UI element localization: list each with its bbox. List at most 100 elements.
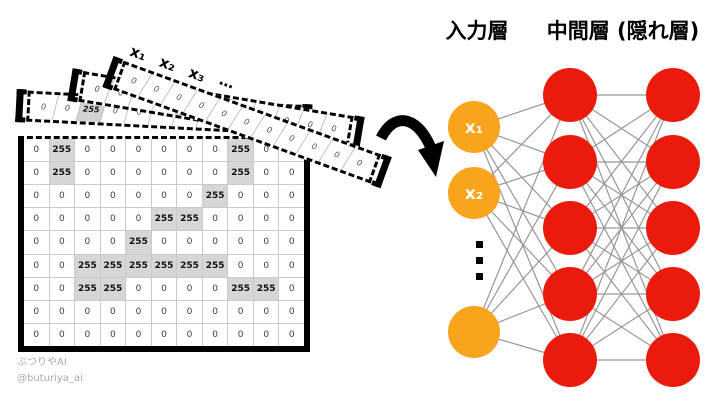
matrix-cell: 0 (279, 185, 304, 208)
input-node (448, 167, 500, 219)
matrix-cell: 255 (177, 208, 202, 231)
matrix-cell: 0 (253, 300, 279, 323)
matrix-cell: 0 (126, 139, 151, 162)
matrix-cell: 0 (24, 185, 49, 208)
matrix-cell: 0 (177, 185, 202, 208)
matrix-cell: 0 (100, 300, 126, 323)
matrix-cell: 0 (24, 208, 49, 231)
matrix-cell: 0 (24, 277, 49, 300)
matrix-cell: 255 (202, 185, 228, 208)
matrix-cell: 0 (24, 162, 49, 185)
matrix-cell: 0 (75, 300, 100, 323)
matrix-cell: 0 (253, 323, 279, 346)
matrix-cell: 0 (75, 185, 100, 208)
matrix-cell: 0 (24, 300, 49, 323)
matrix-cell: 255 (177, 254, 202, 277)
hidden-layer1-node (543, 267, 597, 321)
matrix-cell: 0 (177, 277, 202, 300)
matrix-cell: 0 (151, 162, 177, 185)
matrix-cell: 255 (202, 254, 228, 277)
matrix-cell: 0 (177, 162, 202, 185)
matrix-cell: 255 (100, 254, 126, 277)
matrix-cell: 255 (228, 139, 253, 162)
matrix-cell: 0 (253, 208, 279, 231)
matrix-cell: 0 (75, 139, 100, 162)
matrix-cell: 255 (151, 208, 177, 231)
matrix-cell: 0 (228, 231, 253, 254)
hidden-layer1-node (543, 135, 597, 189)
hidden-layer2-node (646, 68, 700, 122)
matrix-cell: 0 (126, 185, 151, 208)
credit-name: ぶつりやAI (17, 357, 67, 368)
matrix-cell: 255 (253, 277, 279, 300)
matrix-cell: 0 (228, 254, 253, 277)
matrix-cell: 255 (49, 162, 75, 185)
matrix-cell: 0 (228, 323, 253, 346)
hidden-layer2-node (646, 135, 700, 189)
matrix-cell: 0 (253, 231, 279, 254)
vertical-ellipsis-icon (476, 241, 483, 289)
network-edge (569, 94, 674, 295)
matrix-cell: 0 (24, 231, 49, 254)
network-edge (473, 161, 571, 333)
matrix-cell: 0 (151, 139, 177, 162)
matrix-cell: 0 (49, 277, 75, 300)
hidden-layer1-node (543, 201, 597, 255)
matrix-cell: 0 (151, 300, 177, 323)
matrix-cell: 255 (100, 277, 126, 300)
matrix-cell: 0 (253, 185, 279, 208)
matrix-cell: 0 (279, 162, 304, 185)
input-node (448, 101, 500, 153)
matrix-cell: 0 (279, 277, 304, 300)
matrix-cell: 0 (75, 231, 100, 254)
matrix-cell: 0 (202, 139, 228, 162)
matrix-cell: 0 (126, 277, 151, 300)
credit-handle: @buturiya_ai (17, 373, 83, 384)
matrix-cell: 0 (177, 323, 202, 346)
matrix-cell: 0 (279, 231, 304, 254)
matrix-cell: 255 (228, 277, 253, 300)
matrix-cell: 0 (177, 139, 202, 162)
network-edge (473, 192, 571, 361)
matrix-cell: 0 (177, 231, 202, 254)
matrix-cell: 0 (75, 208, 100, 231)
matrix-cell: 0 (253, 162, 279, 185)
flatten-arrow-icon (376, 115, 444, 177)
matrix-cell: 0 (253, 254, 279, 277)
matrix-cell: 0 (279, 254, 304, 277)
network-edge (473, 94, 571, 333)
matrix-cell: 0 (202, 231, 228, 254)
matrix-cell: 0 (151, 185, 177, 208)
matrix-cell: 0 (75, 323, 100, 346)
matrix-cell: 0 (126, 162, 151, 185)
matrix-cell: 0 (151, 277, 177, 300)
open-bracket-icon (15, 89, 27, 123)
pixel-matrix-grid: 0255000000255000255000000255000000000255… (24, 139, 304, 346)
hidden-layer2-node (646, 333, 700, 387)
input-node-label: x₁ (465, 118, 483, 138)
matrix-cell: 0 (100, 162, 126, 185)
hidden-layer2-node (646, 267, 700, 321)
network-edge (569, 94, 674, 361)
matrix-cell: 255 (126, 231, 151, 254)
matrix-cell: 0 (202, 162, 228, 185)
matrix-cell: 0 (151, 323, 177, 346)
credit: ぶつりやAI @buturiya_ai (17, 355, 83, 387)
input-node (448, 306, 500, 358)
hidden-layer2-node (646, 201, 700, 255)
matrix-cell: 255 (49, 139, 75, 162)
matrix-cell: 255 (75, 254, 100, 277)
matrix-cell: 255 (126, 254, 151, 277)
matrix-cell: 0 (228, 208, 253, 231)
matrix-cell: 0 (279, 323, 304, 346)
matrix-cell: 0 (202, 323, 228, 346)
matrix-cell: 0 (75, 162, 100, 185)
network-edge (569, 227, 674, 361)
matrix-cell: 255 (228, 162, 253, 185)
matrix-cell: 0 (228, 185, 253, 208)
matrix-cell: 0 (49, 323, 75, 346)
matrix-cell: 255 (151, 254, 177, 277)
matrix-cell: 0 (126, 300, 151, 323)
matrix-cell: 0 (177, 300, 202, 323)
